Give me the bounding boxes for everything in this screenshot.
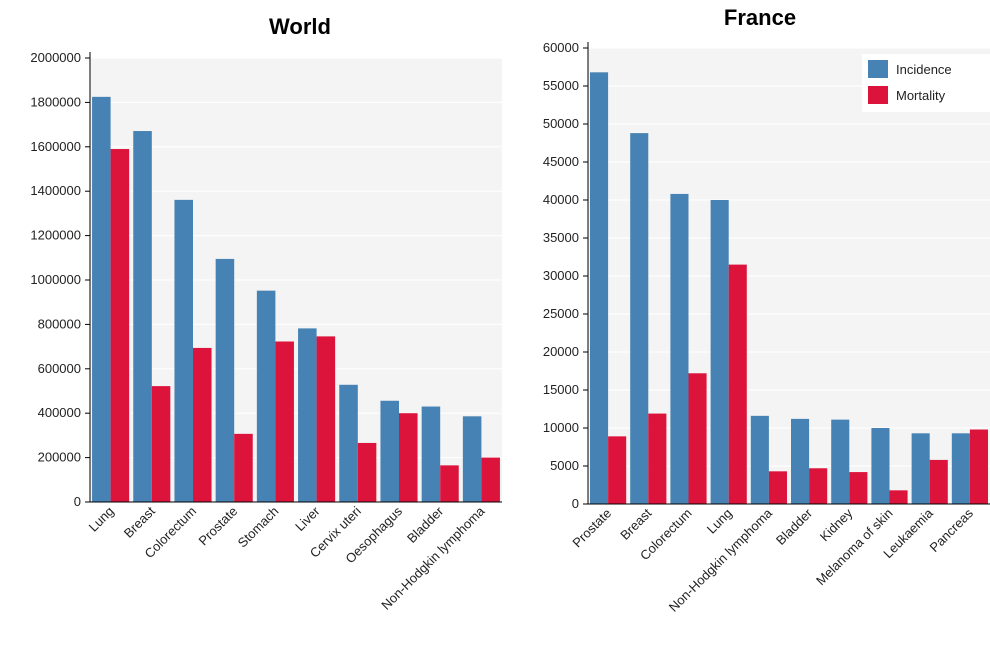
bar-mortality-colorectum: [193, 347, 212, 502]
y-tick-label: 0: [572, 496, 579, 511]
bar-incidence-lung: [710, 200, 729, 504]
y-tick-label: 800000: [38, 316, 81, 331]
x-tick-label: Bladder: [773, 505, 816, 548]
y-tick-label: 60000: [543, 40, 579, 55]
bar-incidence-kidney: [831, 419, 850, 504]
bar-incidence-colorectum: [174, 199, 193, 502]
x-tick-label: Lung: [86, 504, 117, 535]
x-tick-label: Lung: [704, 506, 735, 537]
y-tick-label: 600000: [38, 361, 81, 376]
bar-mortality-kidney: [849, 472, 868, 504]
bar-mortality-lung: [728, 264, 747, 504]
bar-incidence-stomach: [256, 290, 276, 502]
y-tick-label: 1800000: [30, 94, 81, 109]
y-tick-label: 55000: [543, 78, 579, 93]
x-tick-label: Kidney: [817, 505, 856, 544]
bar-mortality-colorectum: [688, 373, 707, 504]
bar-mortality-leukaemia: [929, 459, 948, 504]
y-tick-label: 10000: [543, 420, 579, 435]
bar-incidence-pancreas: [951, 433, 970, 504]
bar-mortality-cervix-uteri: [357, 442, 377, 502]
x-tick-label: Pancreas: [927, 505, 977, 555]
bar-incidence-liver: [298, 328, 317, 502]
bar-mortality-non-hodgkin-lymphoma: [481, 457, 500, 502]
bar-incidence-cervix-uteri: [339, 384, 358, 502]
x-tick-label: Breast: [617, 505, 654, 542]
bar-incidence-non-hodgkin-lymphoma: [750, 415, 769, 504]
y-tick-label: 35000: [543, 230, 579, 245]
bar-incidence-breast: [133, 131, 152, 502]
y-tick-label: 50000: [543, 116, 579, 131]
x-tick-label: Stomach: [235, 504, 282, 551]
y-tick-label: 400000: [38, 405, 81, 420]
y-tick-label: 1200000: [30, 228, 81, 243]
legend-swatch-mortality: [868, 86, 888, 104]
bar-mortality-bladder: [440, 465, 459, 502]
legend-label-incidence: Incidence: [896, 62, 952, 77]
bar-incidence-bladder: [421, 406, 441, 502]
x-tick-label: Breast: [121, 503, 158, 540]
bar-mortality-pancreas: [969, 429, 988, 504]
chart-title-france: France: [723, 5, 797, 30]
bar-mortality-non-hodgkin-lymphoma: [768, 471, 787, 504]
bar-mortality-liver: [316, 336, 336, 502]
y-tick-label: 30000: [543, 268, 579, 283]
bar-incidence-prostate: [590, 72, 609, 504]
y-tick-label: 0: [74, 494, 81, 509]
y-tick-label: 15000: [543, 382, 579, 397]
bar-incidence-leukaemia: [911, 433, 930, 504]
y-tick-label: 2000000: [30, 50, 81, 65]
y-tick-label: 200000: [38, 450, 81, 465]
y-tick-label: 1400000: [30, 183, 81, 198]
bar-mortality-melanoma-of-skin: [889, 490, 908, 504]
bar-incidence-oesophagus: [380, 400, 399, 502]
x-tick-label: Prostate: [195, 504, 240, 549]
y-tick-label: 5000: [550, 458, 579, 473]
y-tick-label: 1000000: [30, 272, 81, 287]
x-tick-label: Liver: [292, 503, 323, 534]
x-tick-label: Prostate: [569, 506, 614, 551]
bar-mortality-bladder: [809, 468, 828, 504]
bar-mortality-prostate: [608, 436, 627, 504]
bar-incidence-prostate: [215, 258, 235, 502]
bar-mortality-breast: [151, 386, 171, 502]
bar-incidence-colorectum: [670, 193, 689, 505]
bar-mortality-breast: [648, 413, 667, 504]
chart-title-world: World: [269, 14, 331, 39]
legend-swatch-incidence: [868, 60, 888, 78]
bar-mortality-stomach: [275, 341, 294, 502]
y-tick-label: 40000: [543, 192, 579, 207]
y-tick-label: 45000: [543, 154, 579, 169]
legend-label-mortality: Mortality: [896, 88, 946, 103]
y-tick-label: 25000: [543, 306, 579, 321]
bar-incidence-non-hodgkin-lymphoma: [462, 416, 482, 502]
bar-incidence-melanoma-of-skin: [871, 428, 890, 504]
bar-mortality-prostate: [234, 433, 253, 502]
bar-mortality-oesophagus: [399, 413, 418, 502]
bar-incidence-lung: [92, 96, 111, 502]
bar-incidence-bladder: [791, 418, 810, 504]
bar-incidence-breast: [630, 133, 649, 504]
bar-mortality-lung: [110, 149, 130, 502]
y-tick-label: 20000: [543, 344, 579, 359]
y-tick-label: 1600000: [30, 139, 81, 154]
